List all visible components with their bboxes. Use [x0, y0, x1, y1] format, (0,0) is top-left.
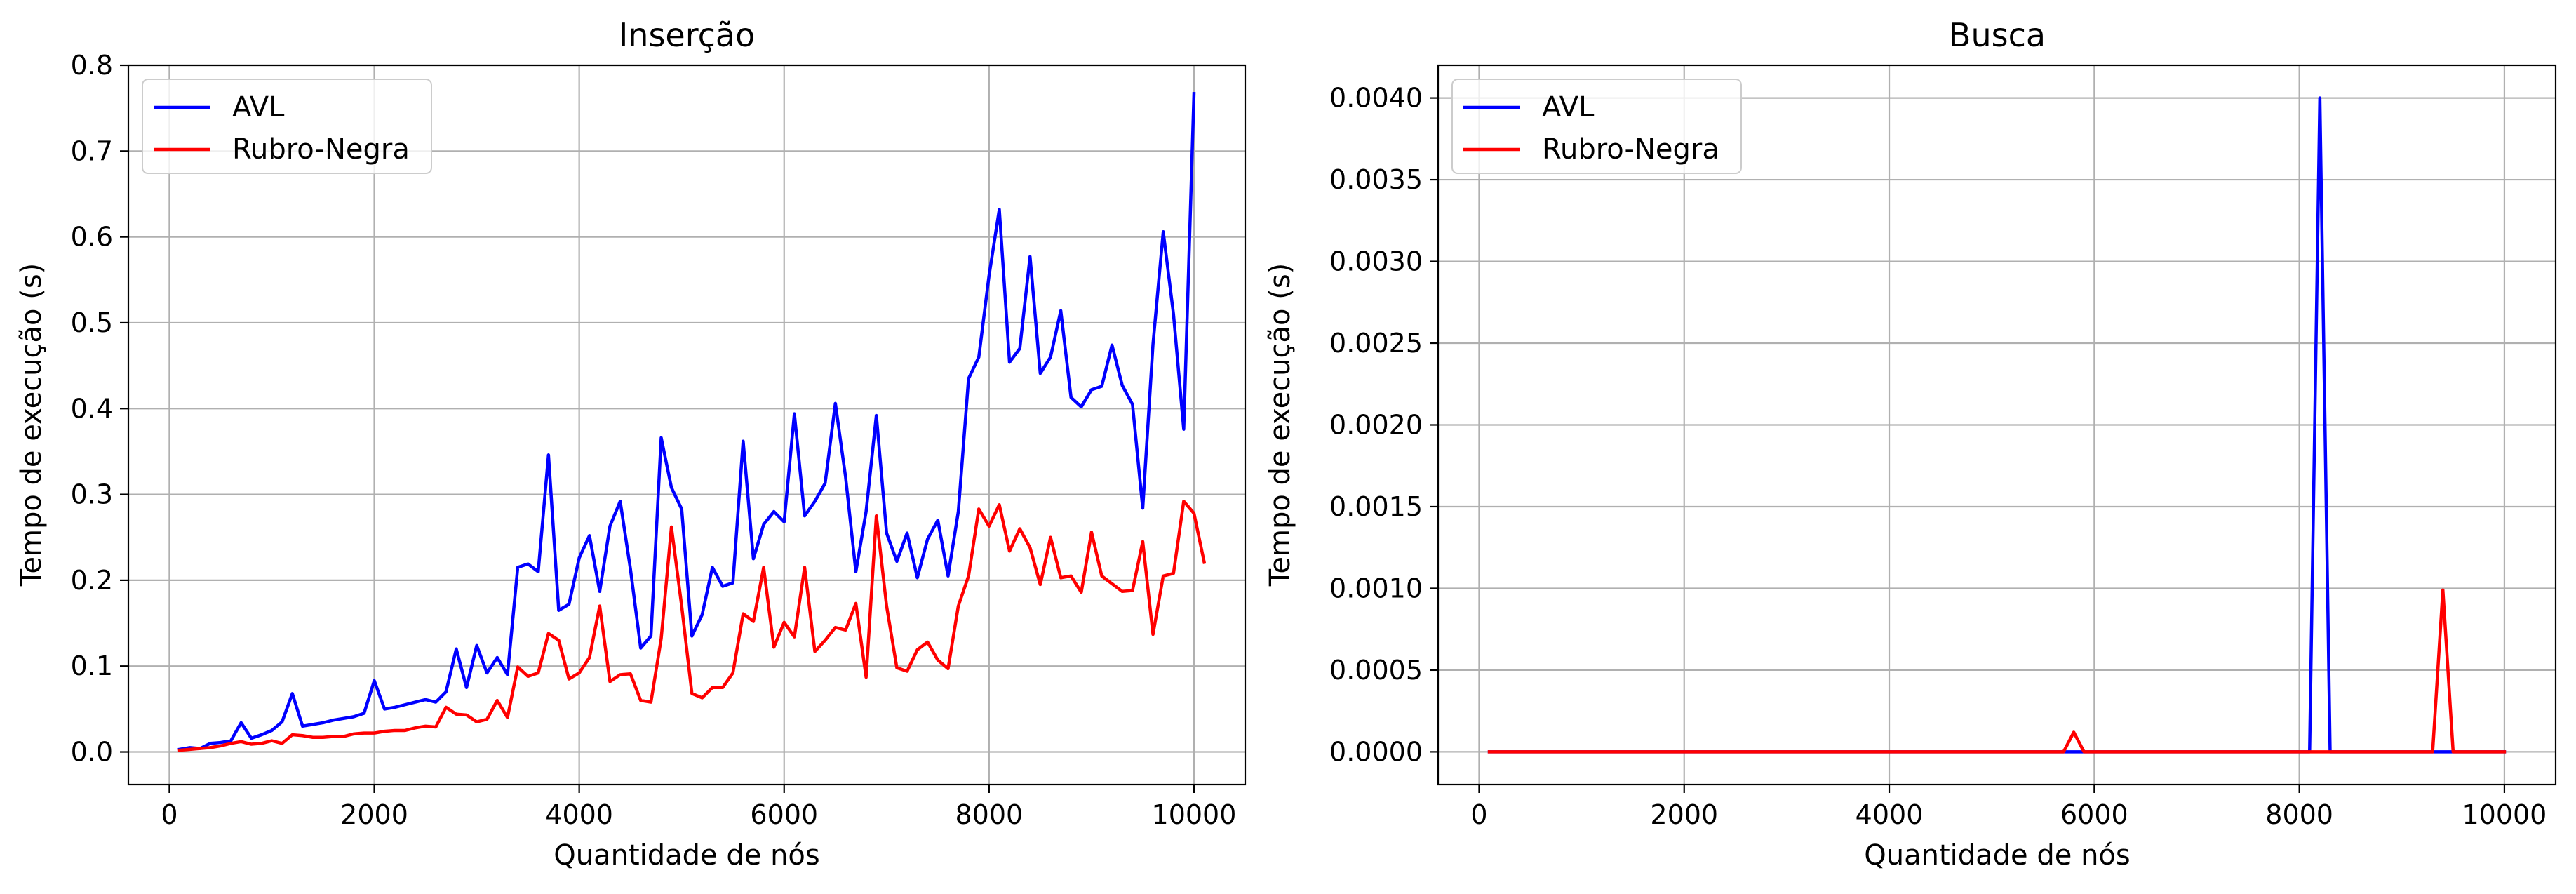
y-tick-label: 0.4: [71, 393, 113, 424]
y-tick-label: 0.8: [71, 50, 113, 81]
y-axis-label: Tempo de execução (s): [15, 263, 48, 587]
y-tick-label: 0.1: [71, 651, 113, 681]
y-tick-label: 0.0000: [1329, 736, 1423, 767]
x-tick-label: 6000: [750, 799, 818, 830]
y-tick-label: 0.3: [71, 479, 113, 510]
series-line-rubro-negra: [177, 500, 1207, 752]
x-tick-label: 8000: [2265, 799, 2333, 830]
legend-label: Rubro-Negra: [1542, 133, 1719, 166]
legend-label: AVL: [1542, 91, 1595, 124]
chart-title: Inserção: [619, 16, 756, 54]
y-tick-label: 0.0005: [1329, 655, 1423, 686]
series-line-rubro-negra: [1487, 588, 2507, 754]
x-axis-label: Quantidade de nós: [554, 839, 820, 872]
x-axis-label: Quantidade de nós: [1864, 839, 2131, 872]
chart-title: Busca: [1949, 16, 2046, 54]
chart-panel-insercao: Inserção Quantidade de nós Tempo de exec…: [15, 16, 1247, 872]
y-tick-label: 0.7: [71, 135, 113, 166]
x-tick-label: 2000: [1650, 799, 1718, 830]
x-tick-label: 6000: [2060, 799, 2128, 830]
y-tick-label: 0.6: [71, 222, 113, 253]
x-tick-label: 4000: [1856, 799, 1924, 830]
x-tick-label: 0: [1470, 799, 1487, 830]
y-tick-label: 0.0030: [1329, 246, 1423, 277]
axes-frame: [127, 64, 1247, 786]
x-tick-label: 10000: [2462, 799, 2547, 830]
legend-box: [1451, 79, 1742, 174]
y-tick-label: 0.0020: [1329, 410, 1423, 441]
y-tick-label: 0.0035: [1329, 164, 1423, 195]
y-tick-label: 0.2: [71, 565, 113, 596]
legend-label: Rubro-Negra: [232, 133, 410, 166]
y-tick-label: 0.5: [71, 307, 113, 338]
chart-panel-busca: Busca Quantidade de nós Tempo de execuçã…: [1264, 16, 2557, 872]
legend: AVL Rubro-Negra: [142, 79, 432, 174]
x-tick-label: 8000: [955, 799, 1024, 830]
x-tick-label: 10000: [1152, 799, 1237, 830]
x-tick-label: 2000: [340, 799, 408, 830]
y-axis-label: Tempo de execução (s): [1264, 263, 1296, 587]
y-tick-label: 0.0015: [1329, 491, 1423, 522]
x-tick-label: 0: [161, 799, 177, 830]
y-tick-label: 0.0025: [1329, 328, 1423, 359]
y-tick-label: 0.0: [71, 737, 113, 768]
y-tick-label: 0.0040: [1329, 83, 1423, 114]
legend: AVL Rubro-Negra: [1451, 79, 1742, 174]
y-tick-label: 0.0010: [1329, 573, 1423, 603]
legend-box: [142, 79, 432, 174]
series-line-avl: [177, 92, 1196, 752]
x-tick-label: 4000: [545, 799, 613, 830]
legend-label: AVL: [232, 91, 285, 124]
